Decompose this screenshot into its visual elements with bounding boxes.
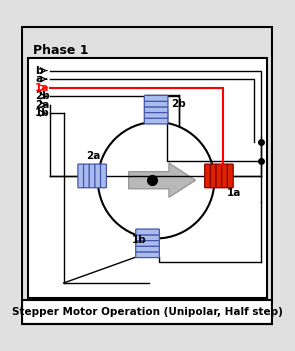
FancyBboxPatch shape (210, 164, 216, 188)
Polygon shape (129, 163, 196, 197)
FancyBboxPatch shape (227, 164, 233, 188)
Text: Stepper Motor Operation (Unipolar, Half step): Stepper Motor Operation (Unipolar, Half … (12, 307, 283, 317)
FancyBboxPatch shape (144, 107, 168, 113)
FancyBboxPatch shape (136, 252, 159, 258)
FancyBboxPatch shape (136, 240, 159, 246)
FancyBboxPatch shape (216, 164, 222, 188)
FancyBboxPatch shape (222, 164, 227, 188)
Text: 1b: 1b (132, 235, 147, 245)
FancyBboxPatch shape (144, 112, 168, 118)
Text: 2a: 2a (86, 151, 100, 161)
Polygon shape (28, 58, 267, 298)
Text: 1b: 1b (35, 108, 50, 118)
FancyBboxPatch shape (101, 164, 106, 188)
Text: 2b: 2b (171, 99, 186, 108)
Text: 1a: 1a (35, 83, 50, 93)
FancyBboxPatch shape (136, 229, 159, 235)
FancyBboxPatch shape (136, 235, 159, 241)
Polygon shape (22, 300, 272, 324)
FancyBboxPatch shape (95, 164, 101, 188)
FancyBboxPatch shape (205, 164, 211, 188)
FancyBboxPatch shape (89, 164, 95, 188)
FancyBboxPatch shape (144, 118, 168, 124)
Text: 2b: 2b (35, 91, 50, 101)
Text: Phase 1: Phase 1 (33, 44, 88, 57)
FancyBboxPatch shape (144, 95, 168, 101)
FancyBboxPatch shape (136, 246, 159, 252)
FancyBboxPatch shape (78, 164, 84, 188)
FancyBboxPatch shape (144, 101, 168, 107)
Text: b: b (35, 66, 43, 75)
FancyBboxPatch shape (83, 164, 89, 188)
Text: 1a: 1a (226, 188, 241, 199)
Text: 2a: 2a (35, 100, 50, 110)
Text: a: a (35, 74, 42, 84)
Circle shape (98, 122, 214, 238)
